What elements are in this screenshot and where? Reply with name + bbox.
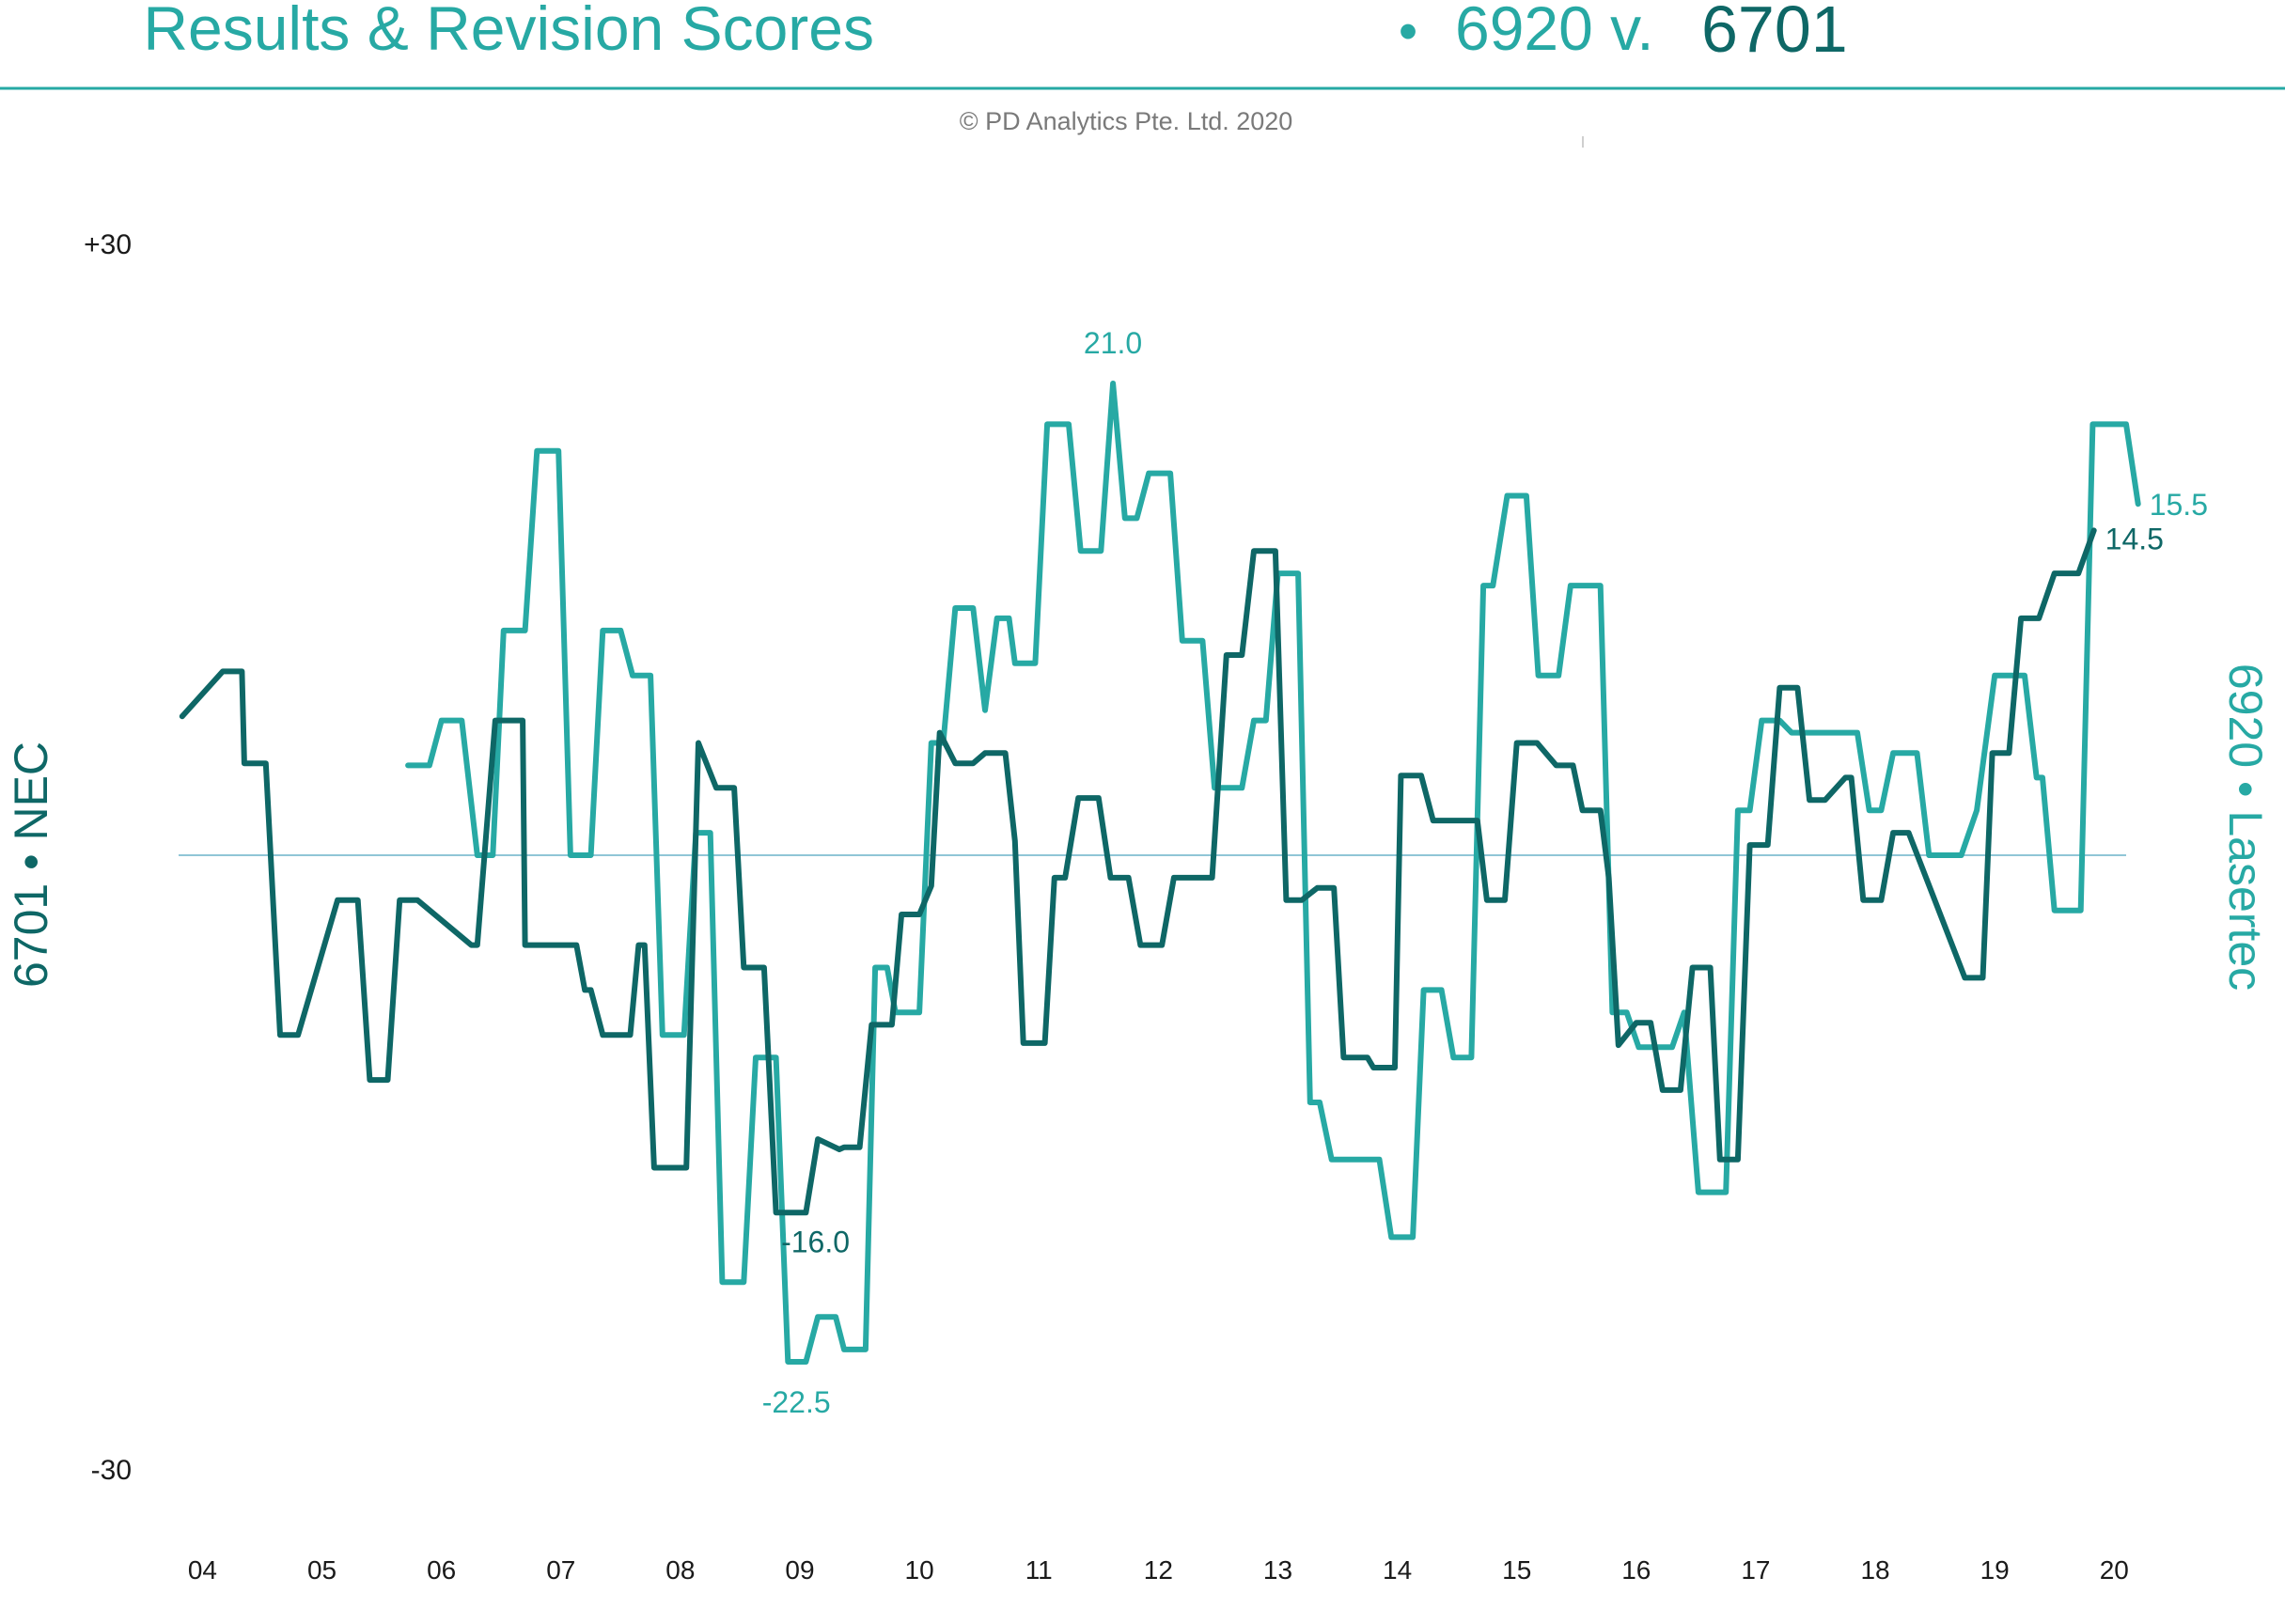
x-tick-label: 08: [665, 1555, 695, 1585]
title-bullet: •: [1399, 1, 1417, 62]
x-tick-label: 14: [1383, 1555, 1412, 1585]
x-tick-label: 04: [188, 1555, 217, 1585]
x-tick-label: 17: [1741, 1555, 1770, 1585]
x-tick-label: 07: [546, 1555, 575, 1585]
x-tick-label: 19: [1980, 1555, 2010, 1585]
series-line-6701: [179, 527, 2097, 1216]
right-axis-label: 6920 • Lasertec: [2219, 664, 2272, 991]
x-tick-label: 11: [1025, 1555, 1053, 1585]
x-tick-label: 10: [905, 1555, 934, 1585]
data-label-6920: 15.5: [2150, 488, 2208, 522]
x-tick-label: 09: [785, 1555, 814, 1585]
copyright-text: © PD Analytics Pte. Ltd. 2020: [960, 107, 1293, 135]
x-tick-label: 05: [307, 1555, 336, 1585]
x-tick-label: 15: [1502, 1555, 1531, 1585]
data-label-6920: 21.0: [1084, 326, 1142, 360]
x-tick-label: 12: [1144, 1555, 1173, 1585]
series-line-6920: [405, 381, 2141, 1365]
x-tick-label: 20: [2100, 1555, 2129, 1585]
left-axis-label: 6701 • NEC: [5, 742, 57, 988]
x-tick-label: 18: [1860, 1555, 1889, 1585]
y-tick-label: -30: [91, 1455, 132, 1486]
data-label-6701: 14.5: [2105, 522, 2164, 555]
data-label-6701: -16.0: [781, 1225, 850, 1258]
data-label-6920: -22.5: [762, 1385, 831, 1419]
x-tick-label: 16: [1621, 1555, 1651, 1585]
title-series-a: 6920 v.: [1455, 0, 1654, 63]
plot-area: +30 -30 04 05 06 07 08 09 10 11 12 13 14 15 16 17 18 19 20…: [84, 229, 2208, 1585]
x-tick-label: 13: [1263, 1555, 1292, 1585]
title-series-b: 6701: [1701, 0, 1848, 66]
chart-title: Results & Revision Scores: [143, 0, 874, 63]
chart-header: Results & Revision Scores • 6920 v. 6701…: [0, 0, 2285, 148]
y-tick-label: +30: [84, 229, 132, 260]
x-tick-label: 06: [427, 1555, 456, 1585]
